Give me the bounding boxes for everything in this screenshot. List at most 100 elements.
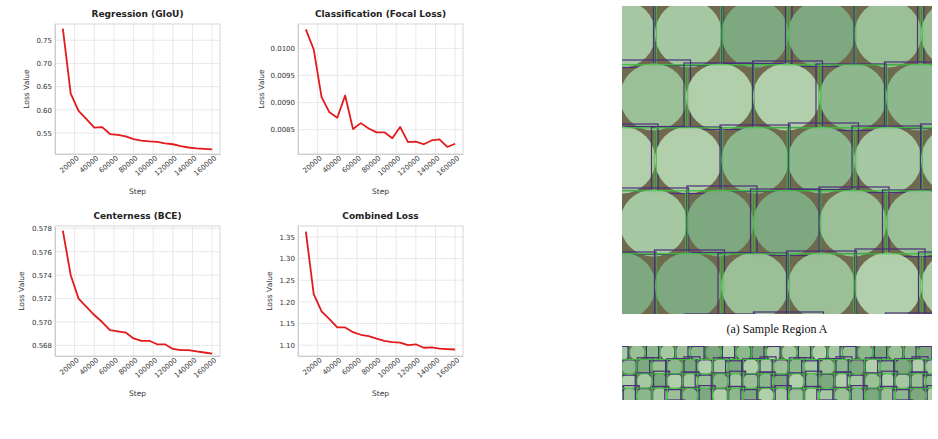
ground-truth-box: [667, 374, 682, 388]
loss-line: [306, 29, 455, 147]
grid-line: [55, 63, 220, 64]
predicted-box: [918, 6, 933, 68]
tick-label: 40000: [78, 154, 100, 174]
ground-truth-box: [688, 65, 752, 128]
grid-line: [396, 226, 397, 356]
predicted-box: [684, 63, 754, 130]
tree-crown: [655, 6, 722, 68]
ground-truth-box: [743, 374, 758, 388]
ground-truth-box: [723, 254, 787, 314]
tick: 0.65: [36, 83, 55, 91]
ground-truth-box: [688, 191, 752, 254]
y-axis: 0.5680.5700.5720.5740.5760.578: [32, 225, 56, 356]
tree-crown: [655, 252, 722, 314]
predicted-box: [729, 387, 745, 400]
ground-truth-box: [789, 254, 853, 314]
ground-truth-box: [850, 359, 865, 373]
ground-truth-box: [736, 346, 751, 359]
ground-truth-box: [850, 388, 865, 400]
tree-crown: [713, 388, 728, 400]
predicted-box: [653, 387, 669, 400]
predicted-box: [622, 360, 636, 375]
tree-crown: [819, 189, 886, 256]
predicted-box: [835, 372, 851, 387]
tick-label: 0.75: [36, 37, 52, 45]
grid-line: [55, 133, 220, 134]
ground-truth-box: [656, 6, 720, 65]
panel-title: Regression (GIoU): [92, 9, 184, 19]
tick: 0.55: [36, 130, 55, 138]
tick: 0.574: [32, 272, 55, 280]
tick: 0.60: [36, 107, 55, 115]
ground-truth-box: [622, 65, 686, 128]
grid-line: [317, 24, 318, 154]
ground-truth-box: [622, 128, 654, 191]
ground-truth-box: [919, 346, 932, 359]
plot-area: [63, 29, 212, 150]
ground-truth-box: [819, 388, 834, 400]
tree-crown: [698, 374, 713, 389]
ground-truth-box: [754, 65, 818, 128]
tick-label: 0.65: [36, 83, 52, 91]
grid-line: [192, 226, 193, 356]
panel-title: Centerness (BCE): [93, 211, 181, 221]
axis-line: [299, 154, 464, 155]
predicted-box: [805, 387, 821, 400]
tick: 1.30: [279, 255, 298, 263]
tick: 1.35: [279, 234, 298, 242]
figure: 2000040000600008000010000012000014000016…: [0, 0, 938, 439]
tree-crown: [622, 6, 656, 68]
predicted-box: [886, 313, 933, 314]
tick: 0.570: [32, 319, 55, 327]
ground-truth-box: [835, 388, 850, 400]
tree-crown: [888, 346, 903, 360]
tick: 160000: [435, 356, 461, 380]
tick-label: 1.20: [279, 299, 295, 307]
tick-label: 1.25: [279, 277, 295, 285]
tree-crown: [895, 374, 910, 389]
grid-line: [298, 102, 463, 103]
tree-crown: [622, 126, 656, 193]
x-axis-title: Step: [372, 389, 389, 398]
predicted-box: [622, 6, 655, 68]
tree-crown: [842, 346, 857, 360]
grid-line: [113, 226, 114, 356]
tree-crown: [788, 126, 855, 193]
tick-label: 60000: [341, 154, 363, 174]
ground-truth-box: [698, 388, 713, 400]
predicted-box: [682, 388, 698, 400]
tick: 60000: [98, 154, 120, 175]
grid-line: [298, 75, 463, 76]
tree-crown: [766, 346, 781, 360]
grid-line: [55, 86, 220, 87]
y-axis: 0.550.600.650.700.75: [36, 25, 55, 155]
predicted-box: [655, 250, 725, 314]
predicted-box: [711, 389, 727, 400]
tree-crown: [753, 63, 820, 130]
loss-line: [63, 29, 212, 150]
axis-line: [55, 25, 56, 155]
grid-line: [74, 226, 75, 356]
tick-label: 0.578: [32, 225, 52, 233]
tick-label: 0.568: [32, 342, 52, 350]
ground-truth-box: [856, 254, 920, 314]
x-axis-title: Step: [129, 187, 146, 196]
grid-line: [192, 24, 193, 154]
grid-line: [356, 24, 357, 154]
tick-label: 0.0090: [271, 99, 296, 107]
ground-truth-box: [622, 346, 629, 359]
tick: 60000: [341, 356, 363, 377]
grid-line: [455, 24, 456, 154]
tick: 20000: [301, 154, 323, 175]
ground-truth-box: [926, 388, 932, 400]
grid-line: [376, 226, 377, 356]
tree-crown: [880, 359, 895, 374]
predicted-box: [622, 124, 658, 191]
tree-crown: [637, 388, 652, 400]
tick: 1.25: [279, 277, 298, 285]
ground-truth-box: [759, 388, 774, 400]
ground-truth-box: [698, 359, 713, 373]
sample-image: [585, 0, 938, 383]
tick-label: 20000: [301, 154, 323, 174]
plot-area: [63, 231, 212, 354]
